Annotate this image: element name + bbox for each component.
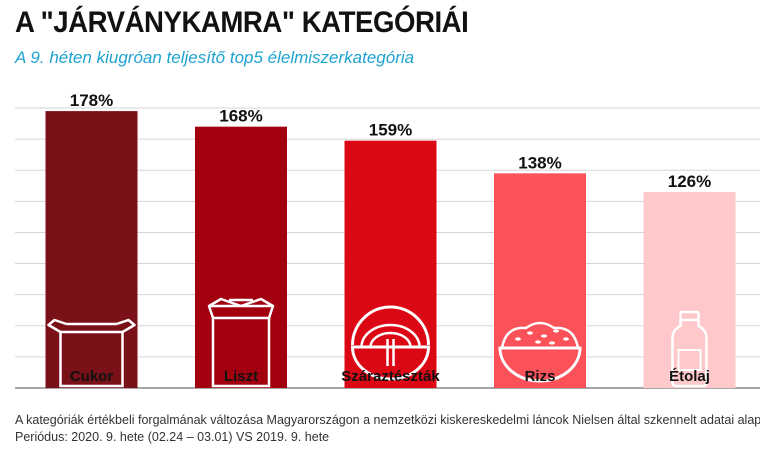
bar-rizs bbox=[494, 173, 586, 388]
category-label: Cukor bbox=[70, 368, 114, 385]
bar-étolaj bbox=[643, 192, 736, 388]
category-label: Száraztészták bbox=[341, 368, 440, 385]
open-box-icon bbox=[47, 318, 136, 388]
chart-title: A "JÁRVÁNYKAMRA" KATEGÓRIÁI bbox=[15, 6, 469, 39]
value-label: 126% bbox=[668, 172, 711, 191]
footnote-period: Periódus: 2020. 9. hete (02.24 – 03.01) … bbox=[15, 430, 330, 444]
chart-subtitle: A 9. héten kiugróan teljesítő top5 élelm… bbox=[15, 48, 415, 67]
bar-száraztészták bbox=[344, 140, 437, 388]
pasta-bowl-icon bbox=[350, 305, 431, 381]
rice-bowl-icon bbox=[498, 321, 582, 383]
category-label: Rizs bbox=[525, 368, 556, 385]
value-label: 168% bbox=[219, 107, 262, 126]
oil-bottle-icon bbox=[671, 310, 708, 388]
value-label: 159% bbox=[369, 121, 412, 140]
category-label: Étolaj bbox=[669, 368, 710, 385]
footnote-source: A kategóriák értékbeli forgalmának válto… bbox=[15, 413, 760, 427]
flour-sack-icon bbox=[207, 297, 275, 388]
value-label: 178% bbox=[70, 91, 113, 110]
value-label: 138% bbox=[518, 153, 561, 172]
bar-liszt bbox=[195, 126, 287, 389]
category-label: Liszt bbox=[224, 368, 258, 385]
